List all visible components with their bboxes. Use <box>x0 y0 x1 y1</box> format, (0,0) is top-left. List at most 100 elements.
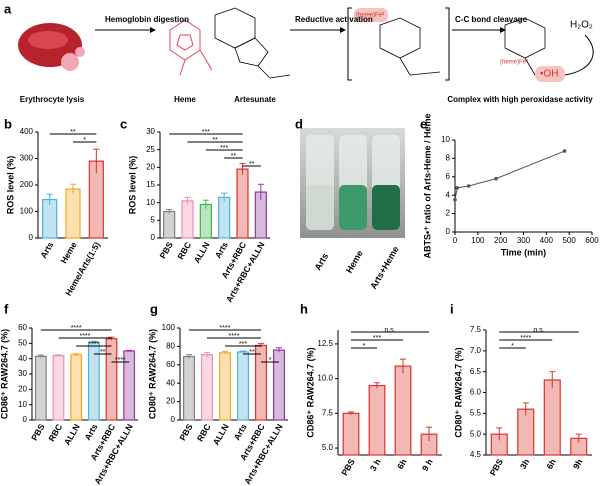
intermediate-structure <box>379 17 441 76</box>
bar <box>65 188 81 239</box>
x-tick-label: 100 <box>471 236 485 245</box>
x-tick-label: PBS <box>29 422 47 442</box>
arrow-head <box>150 27 156 33</box>
scheme-label: Artesunate <box>234 95 276 104</box>
bar <box>543 379 561 456</box>
curved-arrow <box>564 34 594 76</box>
y-tick-label: 20 <box>18 384 27 393</box>
point <box>455 186 460 190</box>
significance-label: ** <box>249 161 255 168</box>
bar <box>70 354 83 421</box>
bar <box>183 355 196 421</box>
bar <box>342 412 360 456</box>
bar <box>517 408 535 456</box>
significance-label: **** <box>115 357 126 364</box>
x-axis-label: Time (min) <box>501 247 546 257</box>
significance-label: *** <box>220 145 228 152</box>
significance-label: n.s. <box>533 327 544 334</box>
scheme-label: Heme <box>174 95 196 104</box>
y-tick-label: 10 <box>146 198 155 207</box>
x-tick-label: Arts <box>232 422 249 442</box>
y-tick-label: 25 <box>146 145 155 154</box>
panel-label: f <box>4 301 9 316</box>
x-tick-label: PBS <box>339 457 357 477</box>
y-axis-label: CD86⁺ RAW264.7 (%) <box>305 347 315 437</box>
artesunate-structure <box>214 7 291 79</box>
line <box>454 150 565 200</box>
x-tick-label: 3 h <box>368 457 383 473</box>
y-tick-label: 10 <box>441 135 450 144</box>
y-tick-label: 0 <box>29 233 34 242</box>
y-tick-label: 5.0 <box>322 443 334 452</box>
panel-label: h <box>300 301 308 316</box>
panel-label: c <box>120 116 127 131</box>
y-tick-label: 50 <box>18 338 27 347</box>
bar <box>273 349 286 421</box>
photo-label: Arts <box>313 251 331 272</box>
significance-label: ** <box>70 129 76 136</box>
significance-label: **** <box>88 341 99 348</box>
y-tick-label: 2 <box>446 209 451 218</box>
y-tick-label: 6.0 <box>470 388 482 397</box>
significance-label: *** <box>373 335 381 342</box>
bar <box>219 352 232 421</box>
x-tick-label: PBS <box>157 240 175 260</box>
significance-label: *** <box>202 129 210 136</box>
y-tick-label: 8 <box>446 154 451 163</box>
y-tick-label: 60 <box>166 360 175 369</box>
arrow-head <box>500 27 506 33</box>
x-tick-label: 300 <box>517 236 531 245</box>
panel-label: d <box>295 116 303 131</box>
bar <box>255 344 268 421</box>
y-tick-label: 400 <box>20 127 34 136</box>
y-tick-label: 7.0 <box>470 346 482 355</box>
point <box>453 198 457 202</box>
significance-label: **** <box>80 333 91 340</box>
y-tick-label: 80 <box>166 342 175 351</box>
x-tick-label: RBC <box>175 240 193 261</box>
x-tick-label: Heme <box>58 240 78 265</box>
significance-label: * <box>511 343 514 350</box>
oh-highlight <box>535 66 565 82</box>
y-axis-label: ROS level (%) <box>5 156 15 215</box>
scheme-label: (heme)Feᴵᴵ <box>500 59 528 66</box>
y-axis-label: CD80⁺ RAW264.7 (%) <box>147 329 157 419</box>
scheme <box>18 7 594 82</box>
x-tick-label: 6h <box>544 457 558 471</box>
y-tick-label: 30 <box>146 127 155 136</box>
y-axis-label: CD86⁺ RAW264.7 (%) <box>0 329 9 419</box>
point <box>494 176 498 181</box>
scheme-label: (heme)Feᴵᴵ <box>356 12 384 19</box>
bar <box>236 168 249 239</box>
y-tick-label: 12.5 <box>317 339 333 348</box>
significance-label: **** <box>229 333 240 340</box>
y-axis-label: CD80⁺ RAW264.7 (%) <box>453 347 463 437</box>
x-tick-label: PBS <box>177 422 195 442</box>
x-tick-label: 200 <box>494 236 508 245</box>
x-tick-label: ALLN <box>192 240 212 265</box>
point <box>466 184 471 188</box>
x-tick-label: PBS <box>488 457 506 477</box>
y-tick-label: 5.5 <box>470 408 482 417</box>
bar <box>34 355 47 421</box>
bar <box>181 200 194 239</box>
lysis-fragment <box>75 47 85 57</box>
y-tick-label: 0 <box>171 415 176 424</box>
y-tick-label: 6 <box>446 172 451 181</box>
panel-label: e <box>420 116 427 131</box>
x-tick-label: 9 h <box>420 457 435 473</box>
y-tick-label: 40 <box>166 378 175 387</box>
arrow-head <box>340 27 346 33</box>
panel-label: a <box>4 1 12 16</box>
bar <box>105 338 118 421</box>
step-label: Reductive activation <box>295 15 373 24</box>
x-tick-label: 0 <box>453 236 458 245</box>
y-tick-label: 5.0 <box>470 429 482 438</box>
y-tick-label: 200 <box>20 180 34 189</box>
bar <box>368 384 386 456</box>
significance-label: * <box>269 357 272 364</box>
bar <box>394 365 412 456</box>
panel-label: b <box>4 116 12 131</box>
y-tick-label: 100 <box>162 323 176 332</box>
